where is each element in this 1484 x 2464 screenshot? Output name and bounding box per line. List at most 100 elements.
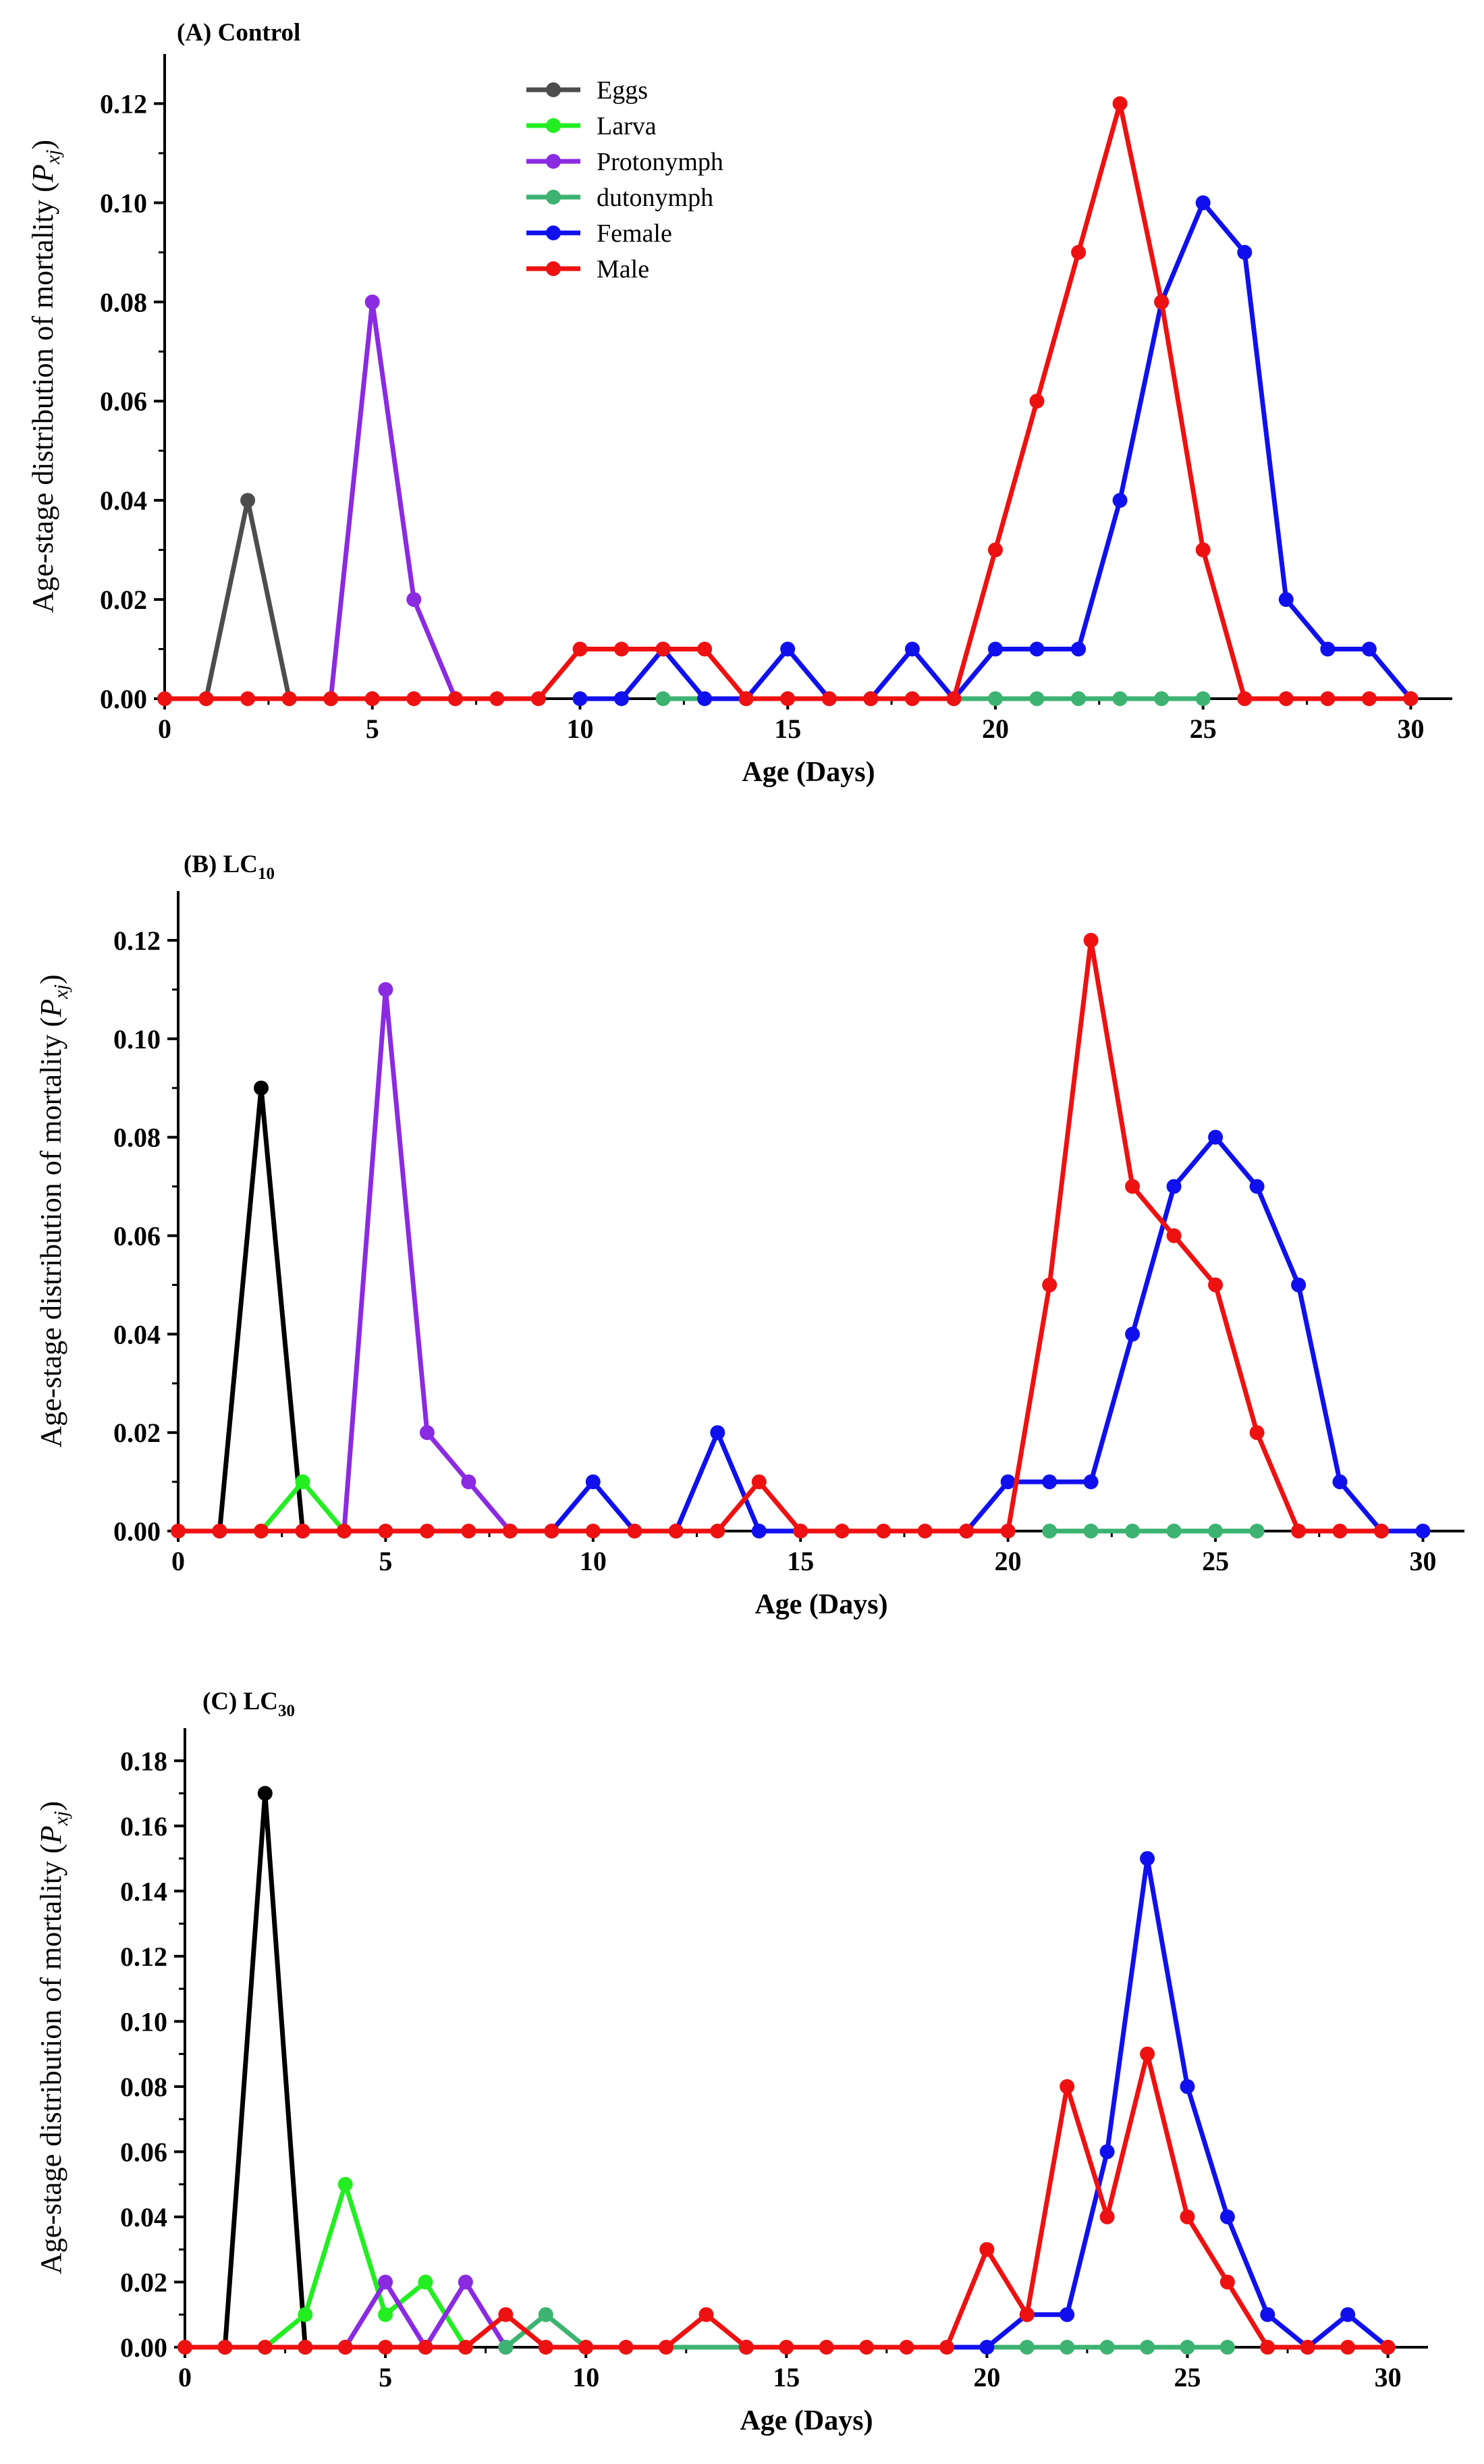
data-point (458, 2274, 473, 2290)
data-point (1099, 2340, 1115, 2355)
data-point (1140, 1851, 1155, 1867)
data-point (585, 1524, 601, 1538)
y-tick-label: 0.14 (120, 1876, 167, 1906)
x-axis-label: Age (Days) (740, 2405, 873, 2436)
data-point (1380, 2340, 1396, 2355)
series-male (171, 932, 1389, 1538)
data-point (572, 641, 588, 657)
x-tick-label: 15 (773, 2362, 800, 2392)
x-tick-label: 20 (973, 2362, 1000, 2392)
data-point (1195, 691, 1211, 706)
data-point (295, 1524, 310, 1538)
data-point (418, 2274, 433, 2290)
legend-entry: Larva (526, 112, 657, 140)
data-point (378, 2274, 393, 2290)
data-point (406, 691, 422, 706)
data-point (177, 2340, 192, 2355)
data-point (378, 2307, 393, 2322)
data-point (1278, 592, 1294, 608)
series-male (157, 96, 1419, 706)
data-point (1042, 1524, 1057, 1538)
data-point (1060, 2340, 1075, 2355)
data-point (1320, 691, 1336, 706)
y-axis-label-subscript: xj (50, 1811, 72, 1827)
y-tick-label: 0.04 (113, 1319, 161, 1349)
x-tick-label: 25 (1174, 2362, 1201, 2392)
data-point (1237, 244, 1253, 260)
x-axis-label: Age (Days) (742, 757, 875, 788)
data-point (859, 2340, 875, 2355)
panel-title: (B) LC10 (184, 851, 275, 883)
data-point (298, 2340, 313, 2355)
series-line (165, 101, 1411, 701)
data-point (1140, 2340, 1155, 2355)
series-eggs (198, 493, 297, 706)
data-point (257, 2340, 273, 2355)
data-point (378, 1524, 393, 1538)
data-point (1340, 2307, 1356, 2322)
data-point (1125, 1524, 1141, 1538)
panel-title-main: (B) LC (184, 851, 258, 878)
data-point (1332, 1524, 1348, 1538)
x-tick-label: 5 (379, 2362, 392, 2392)
data-point (1000, 1474, 1016, 1490)
data-point (498, 2307, 514, 2322)
data-point (917, 1524, 933, 1538)
data-point (461, 1524, 476, 1538)
data-point (1166, 1524, 1182, 1538)
data-point (1291, 1277, 1307, 1293)
series-line (328, 299, 458, 700)
data-point (1219, 2340, 1235, 2355)
panel-title: (C) LC30 (202, 1688, 295, 1720)
data-point (710, 1425, 725, 1441)
y-tick-label: 0.06 (113, 1221, 161, 1251)
y-tick-label: 0.06 (120, 2137, 167, 2167)
data-point (1208, 1277, 1224, 1293)
x-tick-label: 0 (158, 714, 171, 744)
data-point (1099, 2144, 1115, 2160)
data-point (1029, 394, 1045, 409)
data-point (1125, 1179, 1141, 1194)
data-point (627, 1524, 642, 1538)
data-point (1029, 691, 1045, 706)
x-tick-label: 0 (178, 2362, 192, 2392)
legend-label: Larva (597, 112, 657, 140)
legend-entry: Protonymph (526, 148, 723, 176)
data-point (364, 691, 380, 706)
data-point (1260, 2307, 1275, 2322)
data-point (876, 1524, 891, 1538)
panel-title-main: (A) Control (177, 19, 300, 47)
series-dutonymph (655, 691, 1211, 706)
data-point (780, 691, 796, 706)
data-point (217, 2340, 233, 2355)
y-tick-label: 0.02 (113, 1418, 161, 1448)
y-axis-label-text: Age-stage distribution of mortality ( (34, 1844, 67, 2274)
data-point (298, 2307, 313, 2322)
legend-label: Female (597, 219, 672, 248)
data-point (1208, 1524, 1224, 1538)
data-point (337, 2176, 353, 2192)
y-axis-label-text: Age-stage distribution of mortality ( (26, 182, 59, 613)
data-point (1083, 1524, 1099, 1538)
data-point (1195, 542, 1211, 558)
data-point (988, 542, 1003, 558)
series-male (177, 2046, 1396, 2355)
data-point (988, 641, 1003, 657)
x-tick-label: 25 (1190, 714, 1217, 744)
y-axis-label-variable: P (34, 999, 67, 1018)
data-point (655, 641, 671, 657)
x-tick-label: 5 (379, 1546, 392, 1576)
data-point (1361, 691, 1377, 706)
data-point (1071, 244, 1087, 260)
data-point (979, 2340, 995, 2355)
data-point (419, 1425, 435, 1441)
data-point (668, 1524, 684, 1538)
data-point (1112, 691, 1128, 706)
data-point (1374, 1524, 1389, 1538)
data-point (538, 2340, 553, 2355)
data-point (899, 2340, 914, 2355)
data-point (1219, 2209, 1235, 2224)
series-line (580, 200, 1413, 701)
x-tick-label: 20 (995, 1546, 1022, 1576)
